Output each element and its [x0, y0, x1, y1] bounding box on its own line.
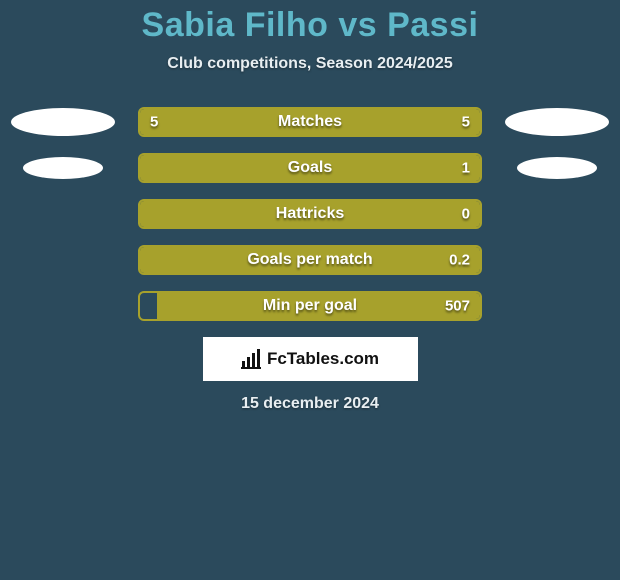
- stat-value-right: 1: [462, 160, 470, 177]
- stat-row: Goals 1: [0, 153, 620, 183]
- stat-value-right: 5: [462, 114, 470, 131]
- right-logo-slot: [502, 291, 612, 321]
- stat-bar: Goals per match 0.2: [138, 245, 482, 275]
- left-logo-slot: [8, 153, 118, 183]
- stat-label: Goals: [288, 159, 332, 177]
- stat-bar: Min per goal 507: [138, 291, 482, 321]
- left-logo-slot: [8, 199, 118, 229]
- stat-label: Goals per match: [247, 251, 372, 269]
- stat-row: 5 Matches 5: [0, 107, 620, 137]
- left-logo-slot: [8, 107, 118, 137]
- page-subtitle: Club competitions, Season 2024/2025: [0, 55, 620, 73]
- right-logo-slot: [502, 107, 612, 137]
- stat-value-right: 0.2: [449, 252, 470, 269]
- date-line: 15 december 2024: [0, 395, 620, 413]
- brand-text: FcTables.com: [267, 349, 379, 369]
- left-logo-slot: [8, 245, 118, 275]
- stat-value-right: 507: [445, 298, 470, 315]
- stat-bar: 5 Matches 5: [138, 107, 482, 137]
- stat-value-left: 5: [150, 114, 158, 131]
- team-logo-icon: [517, 157, 597, 179]
- stat-label: Hattricks: [276, 205, 344, 223]
- team-logo-icon: [505, 108, 609, 136]
- stat-value-right: 0: [462, 206, 470, 223]
- right-logo-slot: [502, 245, 612, 275]
- stat-row: Hattricks 0: [0, 199, 620, 229]
- stat-label: Matches: [278, 113, 342, 131]
- stat-row: Min per goal 507: [0, 291, 620, 321]
- stat-bar: Goals 1: [138, 153, 482, 183]
- stat-row: Goals per match 0.2: [0, 245, 620, 275]
- page-title: Sabia Filho vs Passi: [0, 6, 620, 45]
- brand-box[interactable]: FcTables.com: [203, 337, 418, 381]
- team-logo-icon: [23, 157, 103, 179]
- team-logo-icon: [11, 108, 115, 136]
- stat-label: Min per goal: [263, 297, 357, 315]
- right-logo-slot: [502, 199, 612, 229]
- left-logo-slot: [8, 291, 118, 321]
- stats-container: 5 Matches 5 Goals 1 Hattricks 0 Goals per match…: [0, 107, 620, 321]
- bar-chart-icon: [241, 349, 263, 369]
- stat-bar: Hattricks 0: [138, 199, 482, 229]
- right-logo-slot: [502, 153, 612, 183]
